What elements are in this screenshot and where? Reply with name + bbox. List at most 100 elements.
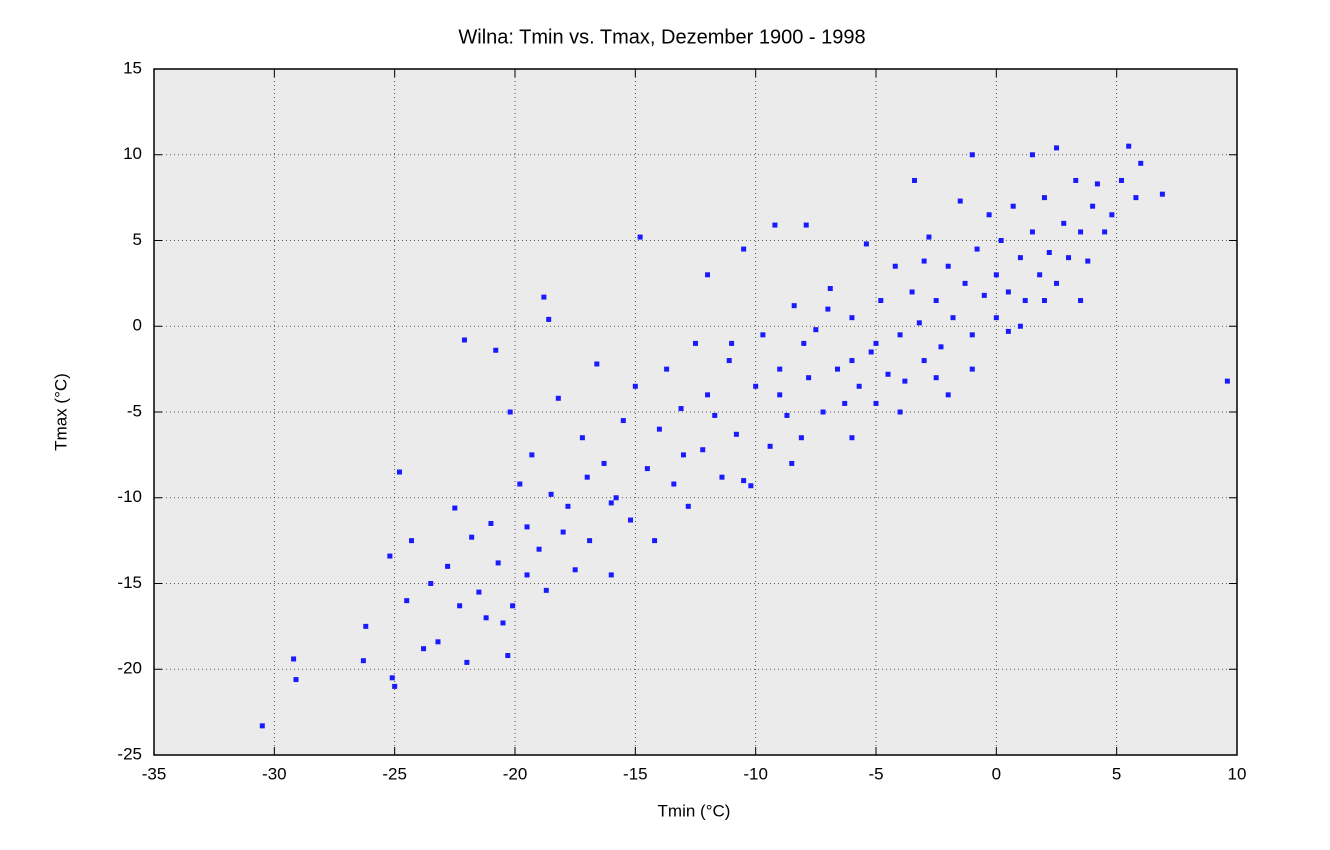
x-tick-label: -25 — [382, 764, 407, 783]
point — [849, 358, 855, 364]
point — [565, 503, 571, 509]
point — [998, 238, 1004, 243]
point — [409, 538, 415, 544]
x-tick-label: -35 — [142, 764, 167, 783]
point — [1046, 250, 1052, 256]
point — [803, 222, 809, 228]
point — [428, 581, 434, 586]
point — [1085, 258, 1091, 264]
point — [712, 412, 718, 418]
point — [1054, 145, 1059, 151]
point — [396, 469, 402, 475]
plot-frame — [153, 68, 1238, 756]
point — [1090, 203, 1096, 209]
point — [741, 478, 747, 484]
point — [656, 426, 662, 432]
point — [921, 258, 927, 264]
point — [594, 361, 600, 367]
point — [1138, 160, 1144, 166]
point — [560, 529, 566, 535]
point — [777, 366, 783, 372]
point — [389, 675, 395, 681]
y-axis-label: Tmax (°C) — [51, 373, 70, 451]
x-tick-label: 5 — [1112, 764, 1121, 783]
point — [1126, 143, 1132, 149]
x-tick-label: 0 — [992, 764, 1001, 783]
point — [981, 292, 987, 298]
point — [529, 452, 535, 458]
point — [820, 409, 826, 415]
point — [1041, 298, 1047, 304]
y-tick-label: 0 — [133, 316, 142, 335]
point — [974, 246, 980, 252]
point — [500, 620, 506, 626]
point — [445, 563, 451, 569]
point — [863, 241, 869, 247]
point — [1078, 229, 1084, 235]
point — [536, 546, 542, 552]
point — [1159, 191, 1165, 197]
point — [801, 340, 807, 346]
point — [601, 460, 607, 466]
point — [579, 435, 585, 441]
y-tick-label: -20 — [117, 659, 142, 678]
point — [798, 435, 804, 441]
point — [259, 723, 265, 729]
point — [620, 418, 626, 424]
point — [608, 572, 614, 578]
y-tick-label: -15 — [117, 573, 142, 592]
point — [856, 383, 862, 389]
point — [1017, 323, 1023, 329]
point — [584, 474, 590, 480]
point — [493, 347, 499, 353]
point — [719, 474, 725, 480]
point — [1022, 298, 1028, 304]
point — [827, 286, 833, 292]
y-tick-label: 5 — [133, 230, 142, 249]
y-tick-label: 15 — [123, 58, 142, 77]
chart-title: Wilna: Tmin vs. Tmax, Dezember 1900 - 19… — [458, 26, 865, 48]
point — [849, 315, 855, 321]
point — [664, 366, 670, 372]
point — [933, 375, 939, 381]
point — [878, 298, 884, 304]
point — [969, 366, 975, 372]
point — [644, 466, 650, 472]
point — [632, 383, 638, 389]
point — [933, 298, 939, 304]
y-tick-label: -10 — [117, 487, 142, 506]
point — [938, 344, 944, 350]
x-tick-label: -20 — [503, 764, 528, 783]
point — [945, 263, 951, 269]
point — [885, 371, 891, 377]
point — [693, 340, 698, 346]
point — [435, 639, 441, 645]
point — [613, 495, 619, 501]
point — [469, 534, 475, 540]
point — [748, 483, 754, 489]
point — [825, 306, 831, 312]
x-tick-label: 10 — [1228, 764, 1247, 783]
point — [1061, 220, 1067, 226]
point — [685, 503, 691, 509]
point — [517, 481, 523, 487]
point — [729, 340, 735, 346]
x-axis-label: Tmin (°C) — [658, 801, 731, 820]
point — [628, 517, 634, 523]
point — [507, 409, 513, 415]
point — [293, 677, 299, 683]
point — [806, 375, 812, 381]
point — [897, 332, 903, 338]
point — [784, 412, 790, 418]
point — [705, 392, 711, 398]
point — [916, 320, 922, 326]
point — [505, 653, 511, 659]
point — [608, 500, 614, 506]
point — [962, 280, 968, 286]
point — [921, 358, 927, 364]
point — [753, 383, 759, 389]
point — [772, 222, 778, 228]
x-tick-label: -30 — [262, 764, 287, 783]
y-tick-label: -25 — [117, 744, 142, 763]
